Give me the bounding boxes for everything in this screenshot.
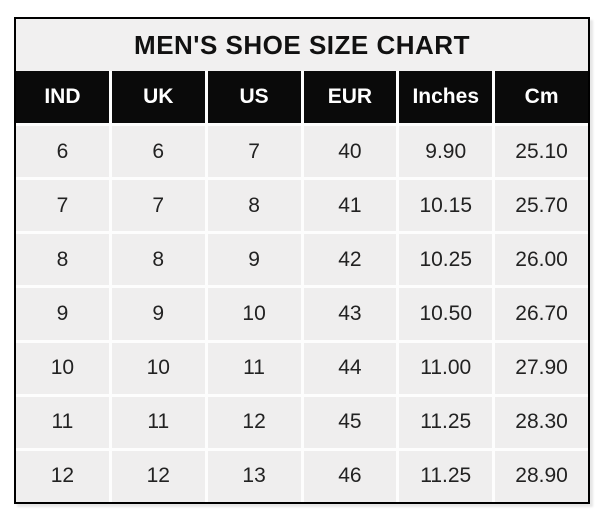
table-cell: 25.10 [495, 126, 588, 178]
column-header: US [207, 71, 301, 123]
table-header-row: IND UK US EUR Inches Cm [16, 71, 588, 123]
table-body: 6 6 7 40 9.90 25.10 7 7 8 41 10.15 25.70 8 8 9 42 10.25 2… [16, 126, 588, 502]
table-cell: 9 [111, 288, 205, 340]
table-cell: 25.70 [495, 180, 588, 232]
table-cell: 10.15 [399, 180, 493, 232]
table-row: 10 10 11 44 11.00 27.90 [16, 342, 588, 394]
table-cell: 9 [207, 234, 301, 286]
table-cell: 7 [207, 126, 301, 178]
table-cell: 7 [16, 180, 109, 232]
table-cell: 10 [111, 342, 205, 394]
table-cell: 6 [111, 126, 205, 178]
table-cell: 9.90 [399, 126, 493, 178]
table-row: 11 11 12 45 11.25 28.30 [16, 396, 588, 448]
table-cell: 44 [303, 342, 397, 394]
table-cell: 10.50 [399, 288, 493, 340]
table-cell: 11 [111, 396, 205, 448]
table-cell: 28.90 [495, 450, 588, 502]
table-cell: 27.90 [495, 342, 588, 394]
table-cell: 9 [16, 288, 109, 340]
table-cell: 8 [207, 180, 301, 232]
chart-title: MEN'S SHOE SIZE CHART [16, 19, 588, 71]
table-cell: 13 [207, 450, 301, 502]
column-header: UK [111, 71, 205, 123]
table-cell: 8 [111, 234, 205, 286]
table-cell: 41 [303, 180, 397, 232]
table-cell: 11 [207, 342, 301, 394]
column-header: Inches [399, 71, 493, 123]
table-cell: 10 [16, 342, 109, 394]
table-cell: 26.00 [495, 234, 588, 286]
column-header: Cm [495, 71, 588, 123]
table-cell: 7 [111, 180, 205, 232]
shoe-size-chart: MEN'S SHOE SIZE CHART IND UK US EUR Inches Cm… [14, 17, 590, 504]
table-cell: 28.30 [495, 396, 588, 448]
table-cell: 12 [16, 450, 109, 502]
table-cell: 26.70 [495, 288, 588, 340]
table-row: 6 6 7 40 9.90 25.10 [16, 126, 588, 178]
table-cell: 8 [16, 234, 109, 286]
table-cell: 42 [303, 234, 397, 286]
table-cell: 43 [303, 288, 397, 340]
table-cell: 46 [303, 450, 397, 502]
table-cell: 10.25 [399, 234, 493, 286]
table-cell: 45 [303, 396, 397, 448]
table-row: 7 7 8 41 10.15 25.70 [16, 180, 588, 232]
table-cell: 40 [303, 126, 397, 178]
table-cell: 11 [16, 396, 109, 448]
table-row: 12 12 13 46 11.25 28.90 [16, 450, 588, 502]
table-cell: 12 [207, 396, 301, 448]
table-cell: 11.00 [399, 342, 493, 394]
column-header: IND [16, 71, 109, 123]
column-header: EUR [303, 71, 397, 123]
table-row: 9 9 10 43 10.50 26.70 [16, 288, 588, 340]
table-cell: 11.25 [399, 396, 493, 448]
table-cell: 10 [207, 288, 301, 340]
table-cell: 6 [16, 126, 109, 178]
table-row: 8 8 9 42 10.25 26.00 [16, 234, 588, 286]
table-cell: 11.25 [399, 450, 493, 502]
table-cell: 12 [111, 450, 205, 502]
